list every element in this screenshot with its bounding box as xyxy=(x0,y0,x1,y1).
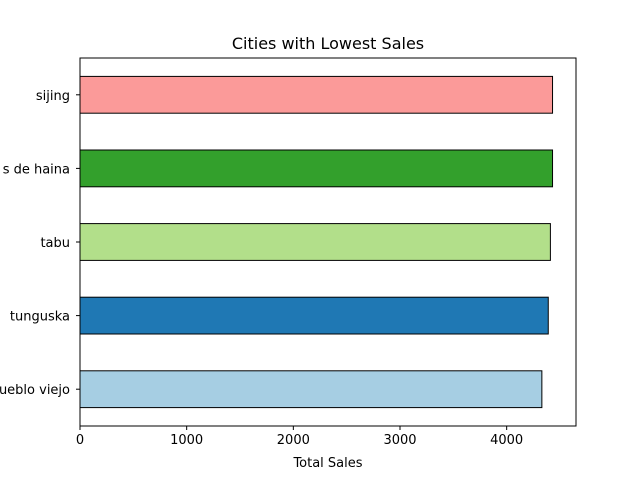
x-axis-label: Total Sales xyxy=(292,456,362,471)
bar-sijing xyxy=(79,75,554,114)
x-tick-label-3000: 3000 xyxy=(383,433,416,448)
x-tick-label-4000: 4000 xyxy=(490,433,523,448)
bar-tunguska xyxy=(79,296,549,335)
x-tick-label-2000: 2000 xyxy=(277,433,310,448)
y-tick-label-pueblo-viejo: ueblo viejo xyxy=(0,383,70,398)
bars-layer xyxy=(79,75,554,409)
axes-layer: ueblo viejo tunguska tabu s de haina sijing 0… xyxy=(0,57,577,448)
bar-bajos-de-haina xyxy=(79,149,554,188)
chart-title: Cities with Lowest Sales xyxy=(232,34,424,53)
bar-pueblo-viejo xyxy=(79,370,543,409)
y-tick-label-bajos-de-haina: s de haina xyxy=(3,162,70,177)
y-tick-label-tunguska: tunguska xyxy=(10,310,70,325)
y-tick-label-sijing: sijing xyxy=(36,89,70,104)
y-tick-label-tabu: tabu xyxy=(40,236,70,251)
x-tick-label-0: 0 xyxy=(76,433,84,448)
bar-tabu xyxy=(79,223,551,261)
plot-frame xyxy=(79,57,577,427)
x-tick-label-1000: 1000 xyxy=(170,433,203,448)
